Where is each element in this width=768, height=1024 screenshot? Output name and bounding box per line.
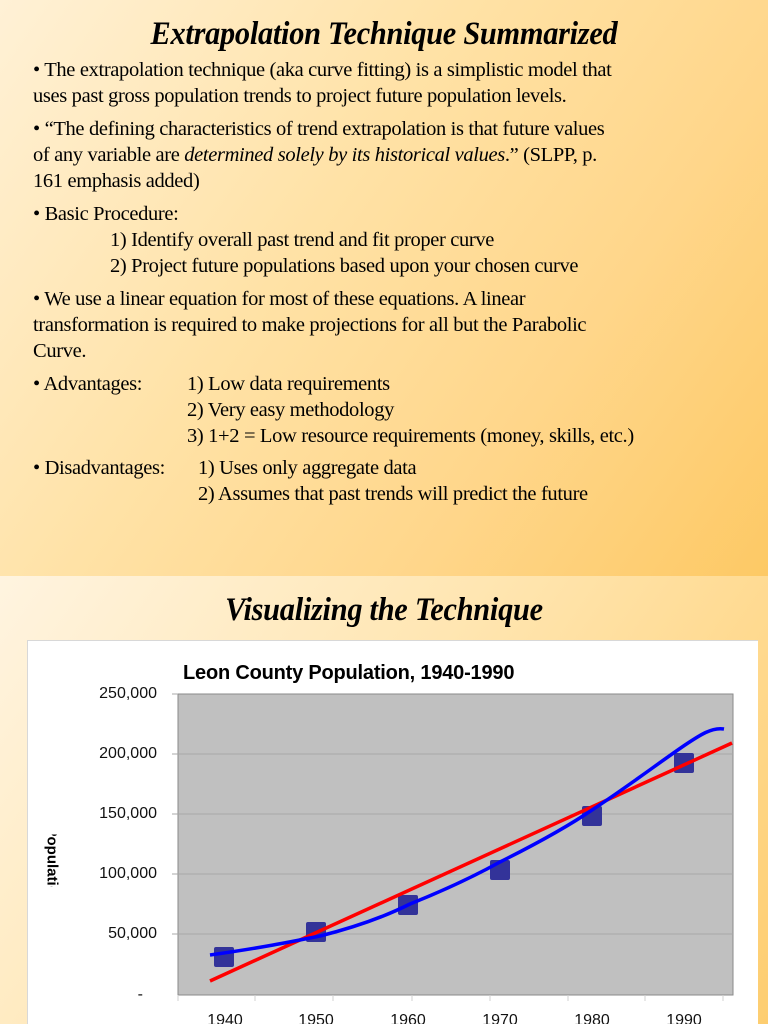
x-tick-1970: 1970 — [482, 1012, 518, 1024]
bullet-2-emphasis: determined solely by its historical valu… — [184, 144, 505, 166]
chart-title: Leon County Population, 1940-1990 — [183, 662, 515, 684]
x-tick-1950: 1950 — [298, 1012, 334, 1024]
curvilinear-trend-line — [209, 726, 725, 957]
marker-1940 — [214, 947, 234, 967]
y-tick-250000: 250,000 — [99, 685, 157, 702]
procedure-step-2: 2) Project future populations based upon… — [110, 255, 579, 277]
bullet-1-line-1: • The extrapolation technique (aka curve… — [33, 59, 612, 81]
bullet-2-line-1: • “The defining characteristics of trend… — [33, 118, 605, 140]
bullet-4-line-2: transformation is required to make proje… — [33, 314, 587, 336]
bullet-1-line-2: uses past gross population trends to pro… — [33, 85, 567, 107]
gridlines — [172, 693, 733, 935]
y-tick-150000: 150,000 — [99, 805, 157, 822]
y-tick-0: - — [137, 986, 143, 1003]
bullet-3-heading: • Basic Procedure: — [33, 203, 179, 225]
bullet-2-line-3: 161 emphasis added) — [33, 170, 200, 192]
y-tick-50000: 50,000 — [108, 925, 157, 942]
bullet-4-line-1: • We use a linear equation for most of t… — [33, 288, 526, 310]
advantage-2: 2) Very easy methodology — [187, 399, 395, 421]
x-tick-1980: 1980 — [574, 1012, 610, 1024]
slide-1-title: Extrapolation Technique Summarized — [150, 16, 618, 52]
y-tick-200000: 200,000 — [99, 745, 157, 762]
disadvantages-heading: • Disadvantages: — [33, 457, 165, 479]
x-tick-1960: 1960 — [390, 1012, 426, 1024]
y-tick-100000: 100,000 — [99, 865, 157, 882]
bullet-2-line-2: of any variable are determined solely by… — [33, 143, 597, 169]
disadvantage-1: 1) Uses only aggregate data — [198, 457, 417, 479]
disadvantage-2: 2) Assumes that past trends will predict… — [198, 483, 588, 505]
procedure-step-1: 1) Identify overall past trend and fit p… — [110, 229, 495, 251]
bullet-2-text-post: .” (SLPP, p. — [504, 144, 597, 166]
bullet-2-text-pre: of any variable are — [33, 144, 185, 166]
slide-2-title: Visualizing the Technique — [225, 592, 543, 628]
advantage-3: 3) 1+2 = Low resource requirements (mone… — [187, 425, 634, 447]
x-tick-1940: 1940 — [207, 1012, 243, 1024]
bullet-4-line-3: Curve. — [33, 340, 87, 362]
advantages-heading: • Advantages: — [33, 373, 143, 395]
x-tick-marks — [177, 995, 724, 1001]
advantage-1: 1) Low data requirements — [187, 373, 390, 395]
slide-1 — [0, 0, 768, 576]
plot-area — [177, 693, 734, 996]
x-tick-1990: 1990 — [666, 1012, 702, 1024]
